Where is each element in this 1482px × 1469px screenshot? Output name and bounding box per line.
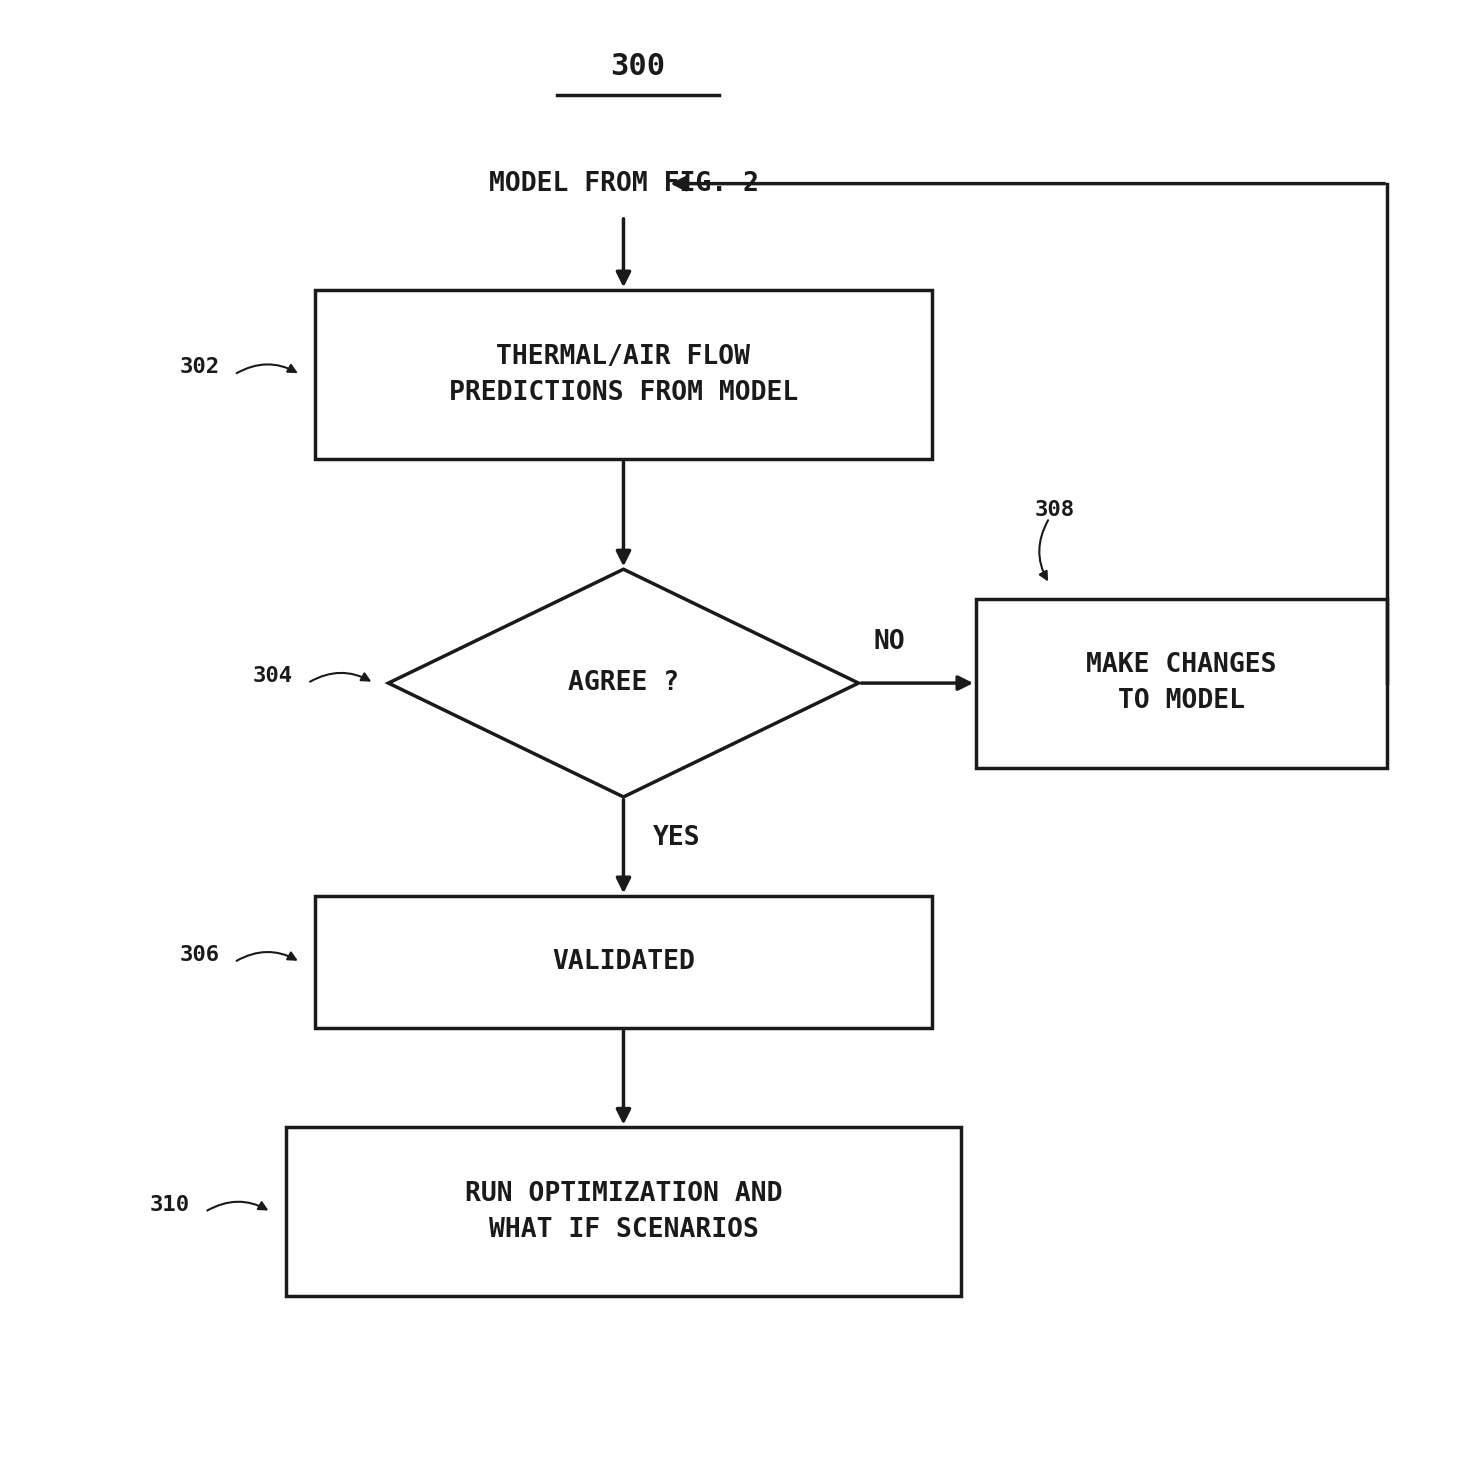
- Text: AGREE ?: AGREE ?: [568, 670, 679, 696]
- Text: NO: NO: [873, 629, 906, 655]
- Text: MAKE CHANGES
TO MODEL: MAKE CHANGES TO MODEL: [1086, 652, 1277, 714]
- Text: 306: 306: [179, 945, 219, 965]
- FancyBboxPatch shape: [977, 599, 1387, 767]
- Text: YES: YES: [654, 826, 701, 851]
- Text: 304: 304: [253, 665, 293, 686]
- Text: 302: 302: [179, 357, 219, 378]
- FancyBboxPatch shape: [316, 291, 932, 458]
- Text: 308: 308: [1034, 501, 1074, 520]
- FancyBboxPatch shape: [286, 1128, 962, 1297]
- Text: 300: 300: [611, 51, 665, 81]
- Text: VALIDATED: VALIDATED: [551, 949, 695, 975]
- Text: THERMAL/AIR FLOW
PREDICTIONS FROM MODEL: THERMAL/AIR FLOW PREDICTIONS FROM MODEL: [449, 344, 799, 405]
- Text: 310: 310: [150, 1194, 190, 1215]
- Text: MODEL FROM FIG. 2: MODEL FROM FIG. 2: [489, 170, 759, 197]
- Polygon shape: [388, 569, 858, 796]
- FancyBboxPatch shape: [316, 896, 932, 1028]
- Text: RUN OPTIMIZATION AND
WHAT IF SCENARIOS: RUN OPTIMIZATION AND WHAT IF SCENARIOS: [465, 1181, 782, 1243]
